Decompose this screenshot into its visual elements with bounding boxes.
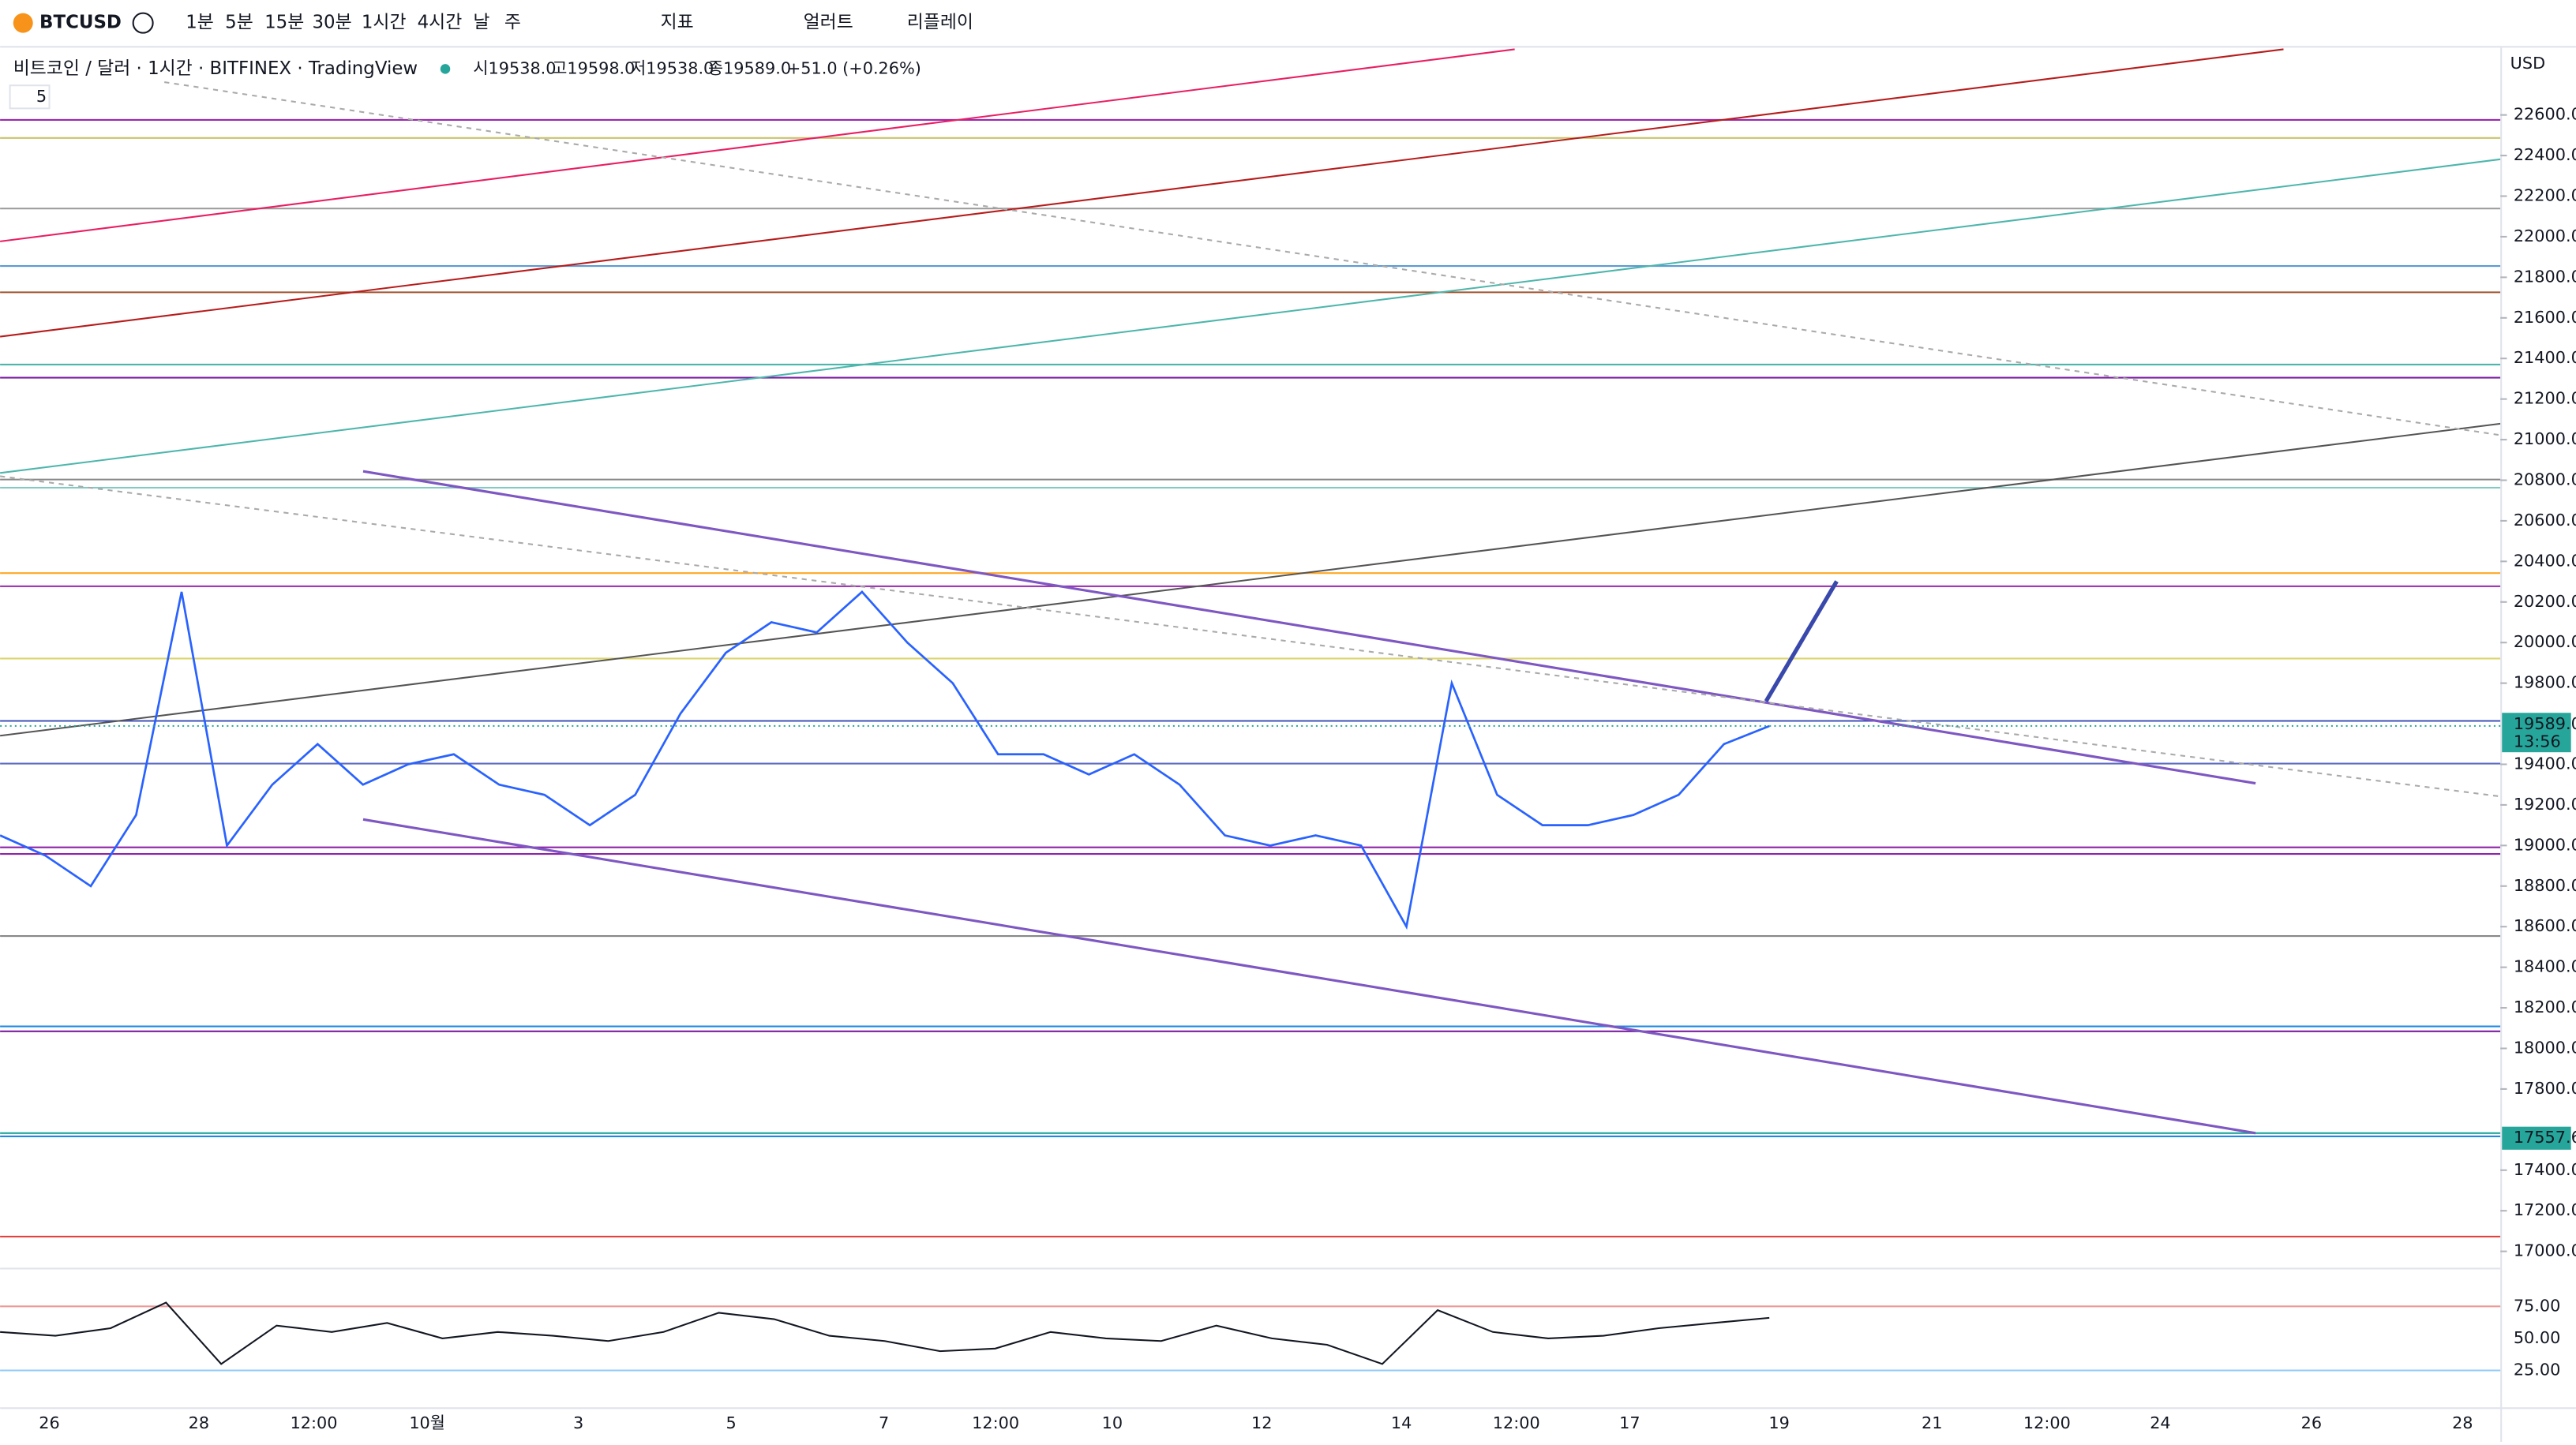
y-tick-label: 21600.0 [2514, 308, 2576, 327]
y-tick-label: 21800.0 [2514, 267, 2576, 286]
chart-header: 비트코인 / 달러 · 1시간 · BITFINEX · TradingView [13, 58, 418, 79]
y-tick-label: 22200.0 [2514, 186, 2576, 205]
x-tick-label: 14 [1391, 1413, 1412, 1432]
x-tick-label: 17 [1619, 1413, 1640, 1432]
y-tick-label: 17400.0 [2514, 1160, 2576, 1179]
y-tick-label: 19800.0 [2514, 673, 2576, 692]
x-tick-label: 12:00 [2023, 1413, 2071, 1432]
x-tick-label: 3 [573, 1413, 583, 1432]
channel-bottom [362, 818, 2256, 1135]
y-tick-label: 21400.0 [2514, 348, 2576, 367]
interval[interactable]: 주 [504, 13, 521, 33]
trend-line [0, 48, 1515, 242]
x-tick-label: 24 [2150, 1413, 2170, 1432]
interval[interactable]: 30분 [312, 13, 351, 33]
rsi-tick-label: 25.00 [2514, 1360, 2561, 1379]
legend-toggle[interactable] [9, 84, 51, 110]
interval[interactable]: 15분 [264, 13, 304, 33]
ohlc-change: +51.0 (+0.26%) [787, 58, 921, 77]
toolbar [0, 0, 2576, 47]
y-tick-label: 17800.0 [2514, 1079, 2576, 1098]
x-tick-label: 28 [2452, 1413, 2473, 1432]
rsi-tick-label: 75.00 [2514, 1296, 2561, 1315]
interval[interactable]: 5분 [225, 13, 253, 33]
x-tick-label: 10 [1102, 1413, 1123, 1432]
interval[interactable]: 4시간 [418, 13, 463, 33]
countdown: 13:56 [2514, 732, 2561, 751]
trend-line [0, 422, 2501, 737]
x-tick-label: 26 [39, 1413, 59, 1432]
x-tick-label: 5 [726, 1413, 736, 1432]
x-tick-label: 12:00 [972, 1413, 1019, 1432]
y-tick-label: 19200.0 [2514, 795, 2576, 814]
ohlc-high: 고19598.0 [552, 58, 635, 77]
arrow [1764, 580, 1839, 702]
y-tick-label: 19400.0 [2514, 754, 2576, 773]
channel-top [362, 470, 2256, 785]
y-tick-label: 21200.0 [2514, 389, 2576, 408]
drawings [0, 48, 2501, 1237]
dashed-line [164, 81, 2501, 436]
y-tick-label: 20600.0 [2514, 511, 2576, 530]
y-tick-label: 17200.0 [2514, 1200, 2576, 1219]
last-price-box [2502, 713, 2571, 753]
ohlc-low: 저19538.0 [631, 58, 714, 77]
rsi-tick-label: 50.00 [2514, 1328, 2561, 1347]
status-dot [440, 64, 451, 74]
indicators[interactable]: 지표 [661, 13, 694, 33]
rsi-line [0, 1301, 1770, 1365]
ohlc-open: 시19538.0 [473, 58, 556, 77]
y-tick-label: 20400.0 [2514, 551, 2576, 570]
x-tick-label: 12:00 [1493, 1413, 1540, 1432]
y-tick-label: 22400.0 [2514, 145, 2576, 164]
ohlc-close: 종19589.0 [708, 58, 791, 77]
last-price-label: 19589.0 [2514, 714, 2576, 733]
legend-count: 5 [36, 87, 47, 106]
x-tick-label: 10월 [409, 1413, 445, 1432]
y-tick-label: 18400.0 [2514, 957, 2576, 976]
y-tick-label: 21000.0 [2514, 429, 2576, 448]
interval[interactable]: 날 [473, 13, 489, 33]
price-line [0, 590, 1770, 930]
currency[interactable]: USD [2510, 54, 2545, 73]
y-tick-label: 19000.0 [2514, 835, 2576, 854]
y-tick-label: 20000.0 [2514, 632, 2576, 651]
level-price-box [2502, 1126, 2571, 1150]
y-tick-label: 22000.0 [2514, 226, 2576, 245]
add-symbol[interactable] [132, 12, 154, 34]
alert[interactable]: 얼러트 [804, 13, 853, 33]
x-tick-label: 12:00 [291, 1413, 338, 1432]
symbol[interactable]: BTCUSD [39, 13, 122, 33]
x-tick-label: 19 [1768, 1413, 1789, 1432]
y-tick-label: 18000.0 [2514, 1038, 2576, 1057]
interval[interactable]: 1분 [186, 13, 214, 33]
dashed-line [0, 475, 2501, 798]
y-tick-label: 22600.0 [2514, 105, 2576, 124]
trend-line [0, 158, 2501, 474]
y-tick-label: 18600.0 [2514, 916, 2576, 935]
x-tick-label: 26 [2301, 1413, 2322, 1432]
replay[interactable]: 리플레이 [907, 13, 973, 33]
x-tick-label: 28 [189, 1413, 209, 1432]
trend-line [0, 48, 2284, 338]
y-tick-label: 20200.0 [2514, 592, 2576, 611]
y-tick-label: 18200.0 [2514, 998, 2576, 1016]
x-tick-label: 12 [1251, 1413, 1272, 1432]
x-tick-label: 7 [879, 1413, 889, 1432]
y-tick-label: 20800.0 [2514, 470, 2576, 489]
interval[interactable]: 1시간 [362, 13, 407, 33]
symbol-icon [13, 13, 33, 33]
x-tick-label: 21 [1922, 1413, 1942, 1432]
y-tick-label: 18800.0 [2514, 876, 2576, 895]
level-price-label: 17557.6 [2514, 1128, 2576, 1147]
y-tick-label: 17000.0 [2514, 1241, 2576, 1260]
